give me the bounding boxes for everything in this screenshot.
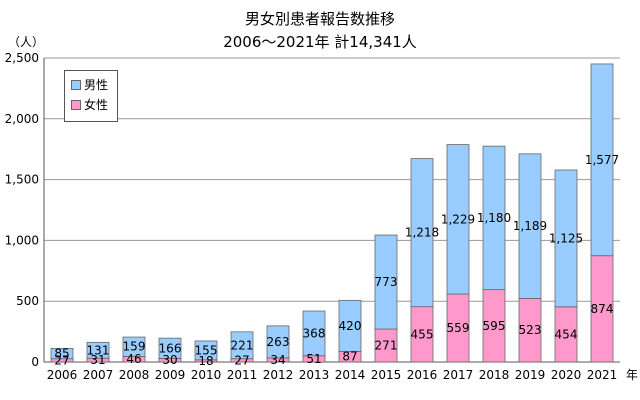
data-label-female: 27: [54, 353, 69, 367]
data-label-female: 31: [90, 353, 105, 367]
x-axis-unit: 年: [626, 368, 638, 382]
bar-male: [554, 169, 578, 308]
data-label-female: 559: [447, 321, 470, 335]
x-tick-label: 2009: [155, 368, 186, 382]
x-tick-label: 2015: [371, 368, 402, 382]
data-label-male: 1,180: [477, 211, 511, 225]
data-label-male: 368: [303, 326, 326, 340]
bar-male: [50, 347, 74, 360]
data-label-male: 420: [339, 319, 362, 333]
data-label-male: 159: [123, 340, 146, 354]
bar-male: [410, 158, 434, 308]
bar-male: [302, 310, 326, 357]
bar-male: [194, 340, 218, 361]
data-label-female: 271: [375, 339, 398, 353]
x-tick-label: 2012: [263, 368, 294, 382]
data-label-male: 155: [195, 343, 218, 357]
bar-male: [266, 325, 290, 359]
data-label-male: 221: [231, 338, 254, 352]
y-tick-label: 1,000: [5, 233, 39, 247]
chart-subtitle: 2006～2021年 計14,341人: [223, 33, 417, 51]
x-tick-label: 2018: [479, 368, 510, 382]
data-label-female: 455: [411, 327, 434, 341]
data-label-female: 454: [555, 327, 578, 341]
legend-swatch-male: [71, 79, 81, 90]
x-tick-label: 2006: [47, 368, 78, 382]
data-label-male: 85: [54, 347, 69, 361]
data-label-female: 34: [270, 353, 285, 367]
y-axis-label: （人）: [8, 35, 44, 49]
y-tick-label: 500: [16, 294, 39, 308]
x-tick-label: 2017: [443, 368, 474, 382]
data-label-female: 87: [342, 350, 357, 364]
data-label-male: 1,189: [513, 219, 547, 233]
y-tick-label: 1,500: [5, 173, 39, 187]
data-label-female: 595: [483, 319, 506, 333]
x-tick-label: 2019: [515, 368, 546, 382]
y-tick-label: 2,500: [5, 51, 39, 65]
bar-male: [374, 234, 398, 330]
x-tick-label: 2011: [227, 368, 258, 382]
data-label-male: 1,125: [549, 231, 583, 245]
chart-title: 男女別患者報告数推移: [244, 10, 395, 28]
data-label-male: 1,229: [441, 212, 475, 226]
legend-label-male: 男性: [84, 78, 109, 92]
x-tick-label: 2007: [83, 368, 114, 382]
data-label-male: 263: [267, 335, 290, 349]
x-tick-label: 2013: [299, 368, 330, 382]
data-label-male: 1,218: [405, 226, 439, 240]
y-tick-label: 2,000: [5, 112, 39, 126]
bar-male: [338, 299, 362, 352]
bar-male: [446, 144, 470, 295]
bar-male: [482, 145, 506, 291]
data-label-male: 773: [375, 275, 398, 289]
legend-label-female: 女性: [84, 98, 109, 112]
y-tick-label: 0: [31, 355, 39, 369]
data-label-male: 131: [87, 343, 110, 357]
x-tick-label: 2008: [119, 368, 150, 382]
bar-male: [158, 337, 182, 359]
bar-male: [86, 341, 110, 359]
legend-item-male: 男性: [71, 77, 108, 93]
data-label-female: 51: [306, 352, 321, 366]
data-label-female: 46: [126, 352, 141, 366]
x-tick-label: 2020: [551, 368, 582, 382]
bar-male: [590, 63, 614, 257]
x-tick-label: 2016: [407, 368, 438, 382]
bar-male: [122, 336, 146, 357]
bar-male: [518, 153, 542, 299]
x-tick-label: 2010: [191, 368, 222, 382]
x-tick-label: 2021: [587, 368, 618, 382]
data-label-male: 166: [159, 341, 182, 355]
data-label-female: 874: [591, 302, 614, 316]
legend: 男性 女性: [64, 70, 118, 122]
legend-item-female: 女性: [71, 97, 108, 113]
data-label-female: 523: [519, 323, 542, 337]
x-tick-label: 2014: [335, 368, 366, 382]
data-label-female: 18: [198, 354, 213, 368]
bar-male: [230, 331, 254, 360]
data-label-female: 30: [162, 353, 177, 367]
data-label-male: 1,577: [585, 153, 619, 167]
data-label-female: 27: [234, 353, 249, 367]
legend-swatch-female: [71, 99, 81, 110]
